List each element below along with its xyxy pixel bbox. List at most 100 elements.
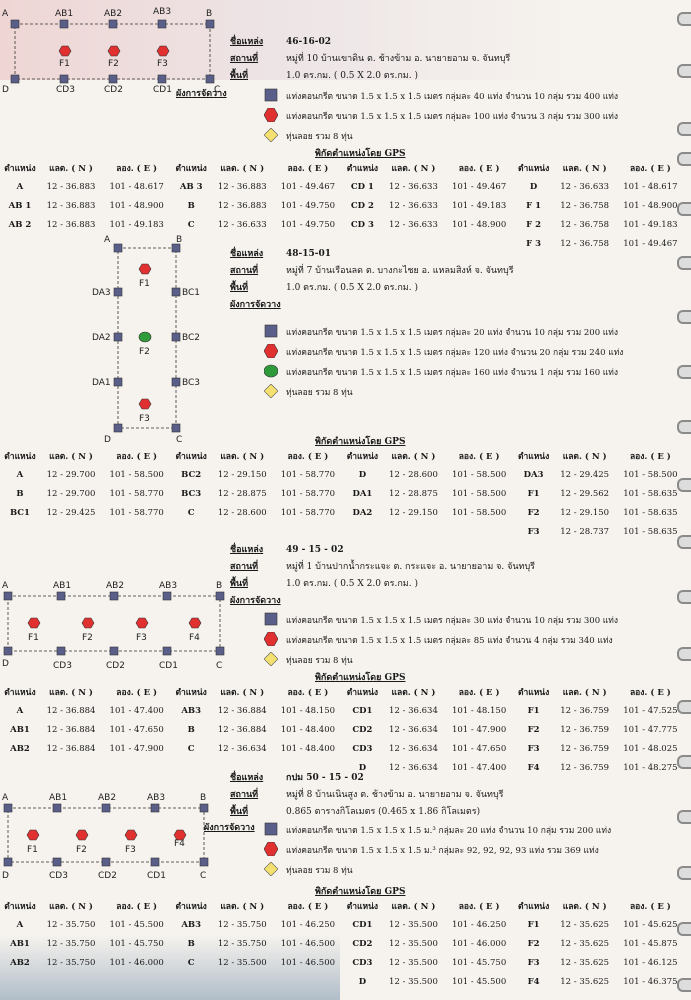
- latitude-cell: 12 - 36.758: [560, 219, 610, 230]
- gps-title: พิกัดตำแหน่งโดย GPS: [315, 437, 406, 447]
- longitude-cell: 101 - 47.900: [451, 724, 507, 735]
- diagram-label: F3: [136, 633, 147, 643]
- diagram-label: D: [2, 85, 9, 95]
- position-cell: [171, 972, 211, 991]
- diagram-label: AB1: [49, 793, 67, 803]
- latitude-cell: 12 - 36.633: [389, 181, 438, 192]
- col-header: ลอง. ( E ): [458, 451, 500, 462]
- latitude-cell: 12 - 36.759: [560, 724, 610, 735]
- longitude-cell: 101 - 49.750: [280, 200, 336, 211]
- latitude-cell: 12 - 29.150: [217, 469, 267, 480]
- longitude-cell: 101 - 46.000: [109, 957, 164, 968]
- longitude-cell: 101 - 49.183: [451, 200, 507, 211]
- binder-ring: [677, 590, 691, 604]
- latitude-cell: 12 - 36.883: [46, 200, 96, 211]
- location-label: สถานที่: [230, 54, 259, 64]
- latitude-cell: 12 - 36.758: [560, 200, 610, 211]
- latitude-cell: 12 - 35.625: [560, 919, 610, 930]
- position-cell: BC3: [181, 488, 202, 499]
- legend-text: แท่งคอนกรีต ขนาด 1.5 x 1.5 x 1.5 ม.³ กลุ…: [286, 846, 599, 856]
- position-cell: F1: [527, 705, 540, 716]
- diagram-label: F1: [27, 845, 38, 855]
- position-cell: B: [187, 938, 195, 949]
- diagram-label: AB3: [153, 7, 171, 17]
- position-cell: A: [16, 181, 24, 192]
- col-header: ลอง. ( E ): [629, 687, 671, 698]
- position-cell: F4: [527, 976, 540, 987]
- position-cell: F3: [527, 957, 540, 968]
- col-header: ตำแหน่ง: [175, 163, 207, 174]
- table-row: F 3 12 - 36.758 101 - 49.467: [0, 234, 685, 253]
- name-label: ชื่อแหล่ง: [230, 37, 264, 47]
- longitude-cell: 101 - 46.375: [623, 976, 678, 987]
- col-header: แลต. ( N ): [49, 451, 93, 462]
- col-header: แลต. ( N ): [49, 687, 93, 698]
- diagram-label: F2: [108, 59, 119, 69]
- binder-ring: [677, 810, 691, 824]
- col-header: ตำแหน่ง: [4, 901, 36, 912]
- legend-text: แท่งคอนกรีต ขนาด 1.5 x 1.5 x 1.5 เมตร กล…: [286, 636, 613, 646]
- latitude-cell: 12 - 36.884: [46, 724, 96, 735]
- diagram-label: CD1: [153, 85, 172, 95]
- latitude-cell: 12 - 35.500: [389, 976, 438, 987]
- col-header: แลต. ( N ): [562, 687, 607, 698]
- longitude-cell: [102, 972, 171, 991]
- position-cell: A: [16, 919, 24, 930]
- site-location: หมู่ที่ 1 บ้านปากน้ำกระแจะ ต. กระแจะ อ. …: [286, 562, 536, 572]
- binder-ring: [677, 978, 691, 992]
- col-header: ลอง. ( E ): [116, 901, 158, 912]
- position-cell: AB3: [181, 705, 202, 716]
- latitude-cell: 12 - 29.700: [46, 488, 96, 499]
- site-name: กปม 50 - 15 - 02: [286, 773, 364, 783]
- table-row: A 12 - 36.883 101 - 48.617 AB 3 12 - 36.883 1…: [0, 177, 685, 196]
- position-cell: CD3: [352, 743, 373, 754]
- binder-ring: [677, 365, 691, 379]
- diagram-label: C: [176, 435, 182, 445]
- name-label: ชื่อแหล่ง: [230, 773, 264, 783]
- longitude-cell: 101 - 58.770: [280, 469, 336, 480]
- col-header: แลต. ( N ): [391, 901, 436, 912]
- table-row: A 12 - 36.884 101 - 47.400 AB3 12 - 36.884 10…: [0, 701, 685, 720]
- diagram-label: CD2: [98, 871, 117, 881]
- latitude-cell: 12 - 35.500: [389, 919, 438, 930]
- diagram-label: F2: [82, 633, 93, 643]
- table-row: AB2 12 - 35.750 101 - 46.000 C 12 - 35.500 10…: [0, 953, 685, 972]
- diagram-label: CD2: [104, 85, 123, 95]
- latitude-cell: 12 - 35.625: [560, 938, 610, 949]
- col-header: ลอง. ( E ): [458, 901, 500, 912]
- longitude-cell: 101 - 48.617: [109, 181, 164, 192]
- longitude-cell: 101 - 45.750: [109, 938, 164, 949]
- col-header: ตำแหน่ง: [175, 451, 207, 462]
- diagram-label: C: [200, 871, 206, 881]
- diagram-label: AB2: [104, 9, 122, 19]
- col-header: แลต. ( N ): [220, 687, 265, 698]
- longitude-cell: 101 - 47.400: [451, 762, 507, 773]
- gps-title: พิกัดตำแหน่งโดย GPS: [315, 887, 406, 897]
- longitude-cell: 101 - 58.770: [280, 507, 336, 518]
- col-header: ตำแหน่ง: [346, 163, 379, 174]
- latitude-cell: 12 - 36.759: [560, 762, 610, 773]
- longitude-cell: 101 - 48.900: [451, 219, 507, 230]
- diagram-label: AB1: [55, 9, 73, 19]
- site-location: หมู่ที่ 10 บ้านเขาดิน ต. ช้างข้าม อ. นาย…: [286, 54, 511, 64]
- longitude-cell: 101 - 47.650: [451, 743, 507, 754]
- longitude-cell: [273, 522, 342, 541]
- position-cell: C: [187, 219, 195, 230]
- name-label: ชื่อแหล่ง: [230, 249, 264, 259]
- table-row: AB 2 12 - 36.883 101 - 49.183 C 12 - 36.633 1…: [0, 215, 685, 234]
- site3-layout-diagram: A AB1 AB2 AB3 B F1 F2 F3 F4 D CD3 CD2 CD…: [0, 578, 230, 677]
- position-cell: B: [187, 724, 195, 735]
- diagram-label: C: [214, 85, 220, 95]
- diagram-label: B: [200, 793, 206, 803]
- position-cell: [0, 522, 40, 541]
- diagram-label: F1: [139, 279, 150, 289]
- latitude-cell: 12 - 28.600: [217, 507, 267, 518]
- latitude-cell: [382, 234, 444, 253]
- area-label: พื้นที่: [230, 283, 249, 293]
- diagram-label: DA1: [92, 378, 111, 388]
- longitude-cell: 101 - 47.400: [109, 705, 164, 716]
- position-cell: [171, 758, 211, 777]
- latitude-cell: 12 - 29.150: [389, 507, 438, 518]
- position-cell: CD1: [352, 919, 373, 930]
- latitude-cell: 12 - 35.625: [560, 957, 610, 968]
